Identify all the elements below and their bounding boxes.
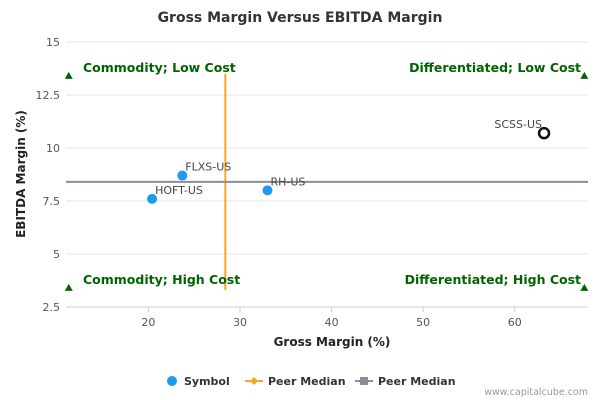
quadrant-label-top-left: Commodity; Low Cost: [83, 60, 236, 75]
x-axis-title: Gross Margin (%): [274, 335, 391, 349]
data-point[interactable]: [262, 185, 273, 196]
legend-item-peer-median-x[interactable]: Peer Median: [245, 375, 346, 388]
legend-circle-icon: [167, 376, 177, 386]
legend-diamond-icon: [250, 377, 258, 385]
legend-label-peer-median-x: Peer Median: [268, 375, 346, 388]
y-axis-title: EBITDA Margin (%): [14, 110, 28, 238]
quadrant-triangle-icon: [580, 71, 589, 79]
legend: Symbol Peer Median Peer Median: [167, 375, 456, 388]
chart-title: Gross Margin Versus EBITDA Margin: [158, 10, 443, 26]
y-tick-label: 12.5: [36, 89, 61, 102]
plot-area: [66, 42, 588, 307]
legend-item-symbol[interactable]: Symbol: [167, 375, 230, 388]
data-point-label: HOFT-US: [155, 184, 203, 197]
legend-item-peer-median-y[interactable]: Peer Median: [355, 375, 456, 388]
y-tick-label: 5: [53, 248, 60, 261]
data-point-label: RH-US: [270, 175, 305, 188]
quadrant-triangle-icon: [64, 71, 73, 79]
y-tick-label: 2.5: [43, 301, 61, 314]
quadrant-label-bottom-right: Differentiated; High Cost: [405, 272, 581, 287]
data-point[interactable]: [177, 170, 188, 181]
data-point-label: SCSS-US: [494, 118, 542, 131]
data-point[interactable]: [147, 193, 158, 204]
credit-text: www.capitalcube.com: [484, 387, 588, 398]
y-tick-label: 15: [46, 36, 60, 49]
x-tick-labels: 20 30 40 50 60: [141, 316, 521, 329]
axis-lines: [66, 306, 588, 312]
y-tick-label: 7.5: [43, 195, 61, 208]
x-tick-label: 50: [416, 316, 430, 329]
data-point-label: FLXS-US: [185, 161, 231, 174]
y-tick-label: 10: [46, 142, 60, 155]
x-tick-label: 20: [141, 316, 155, 329]
x-tick-label: 60: [508, 316, 522, 329]
quadrant-triangle-icon: [580, 283, 589, 291]
quadrant-triangle-icon: [64, 283, 73, 291]
quadrant-label-bottom-left: Commodity; High Cost: [83, 272, 240, 287]
legend-label-peer-median-y: Peer Median: [378, 375, 456, 388]
legend-square-icon: [360, 377, 368, 385]
y-tick-labels: 2.5 5 7.5 10 12.5 15: [36, 36, 61, 314]
legend-label-symbol: Symbol: [184, 375, 230, 388]
x-tick-label: 30: [233, 316, 247, 329]
x-tick-label: 40: [325, 316, 339, 329]
quadrant-markers: [64, 71, 589, 291]
data-point[interactable]: [537, 126, 551, 140]
quadrant-label-top-right: Differentiated; Low Cost: [409, 60, 581, 75]
data-points: FLXS-US HOFT-US RH-US SCSS-US: [147, 118, 551, 204]
